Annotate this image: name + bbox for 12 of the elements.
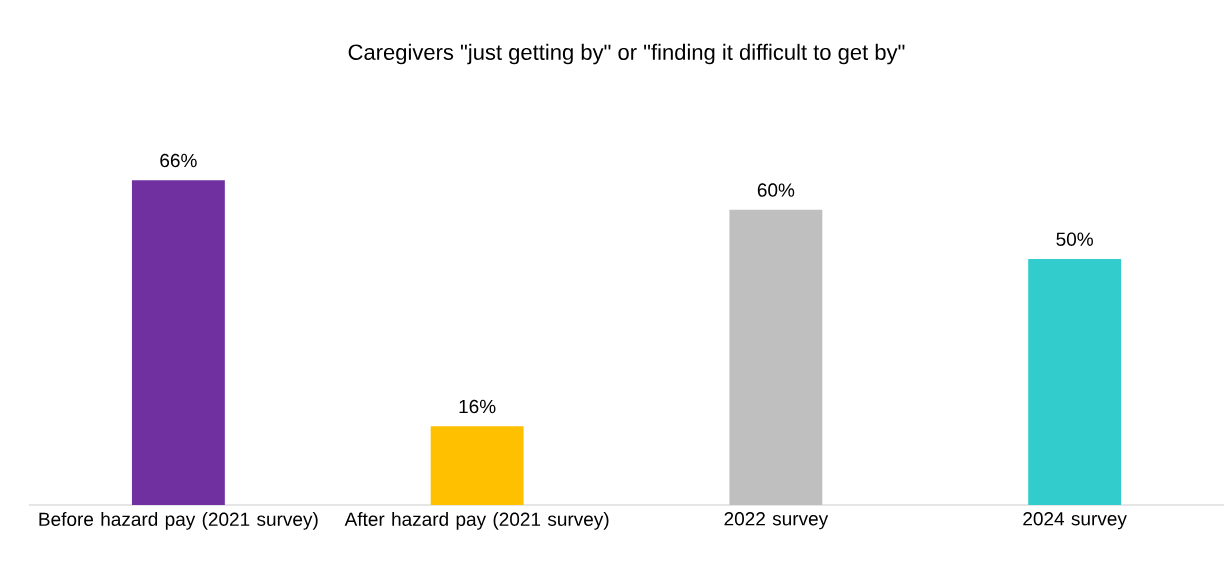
bar xyxy=(430,426,524,505)
bar xyxy=(131,180,225,505)
x-tick-label: 2024 survey xyxy=(1023,512,1127,530)
x-tick-label: 2022 survey xyxy=(724,512,829,530)
bar xyxy=(1028,259,1122,505)
x-tick-label: Before hazard pay (2021 survey) xyxy=(39,512,318,530)
data-label: 50% xyxy=(1056,232,1093,246)
chart-title: Caregivers "just getting by" or "finding it difficult to get by" xyxy=(348,43,905,65)
data-label: 66% xyxy=(160,153,197,168)
data-label: 60% xyxy=(757,183,795,197)
x-tick-label: After hazard pay (2021 survey) xyxy=(344,512,609,530)
data-label: 16% xyxy=(459,399,496,414)
